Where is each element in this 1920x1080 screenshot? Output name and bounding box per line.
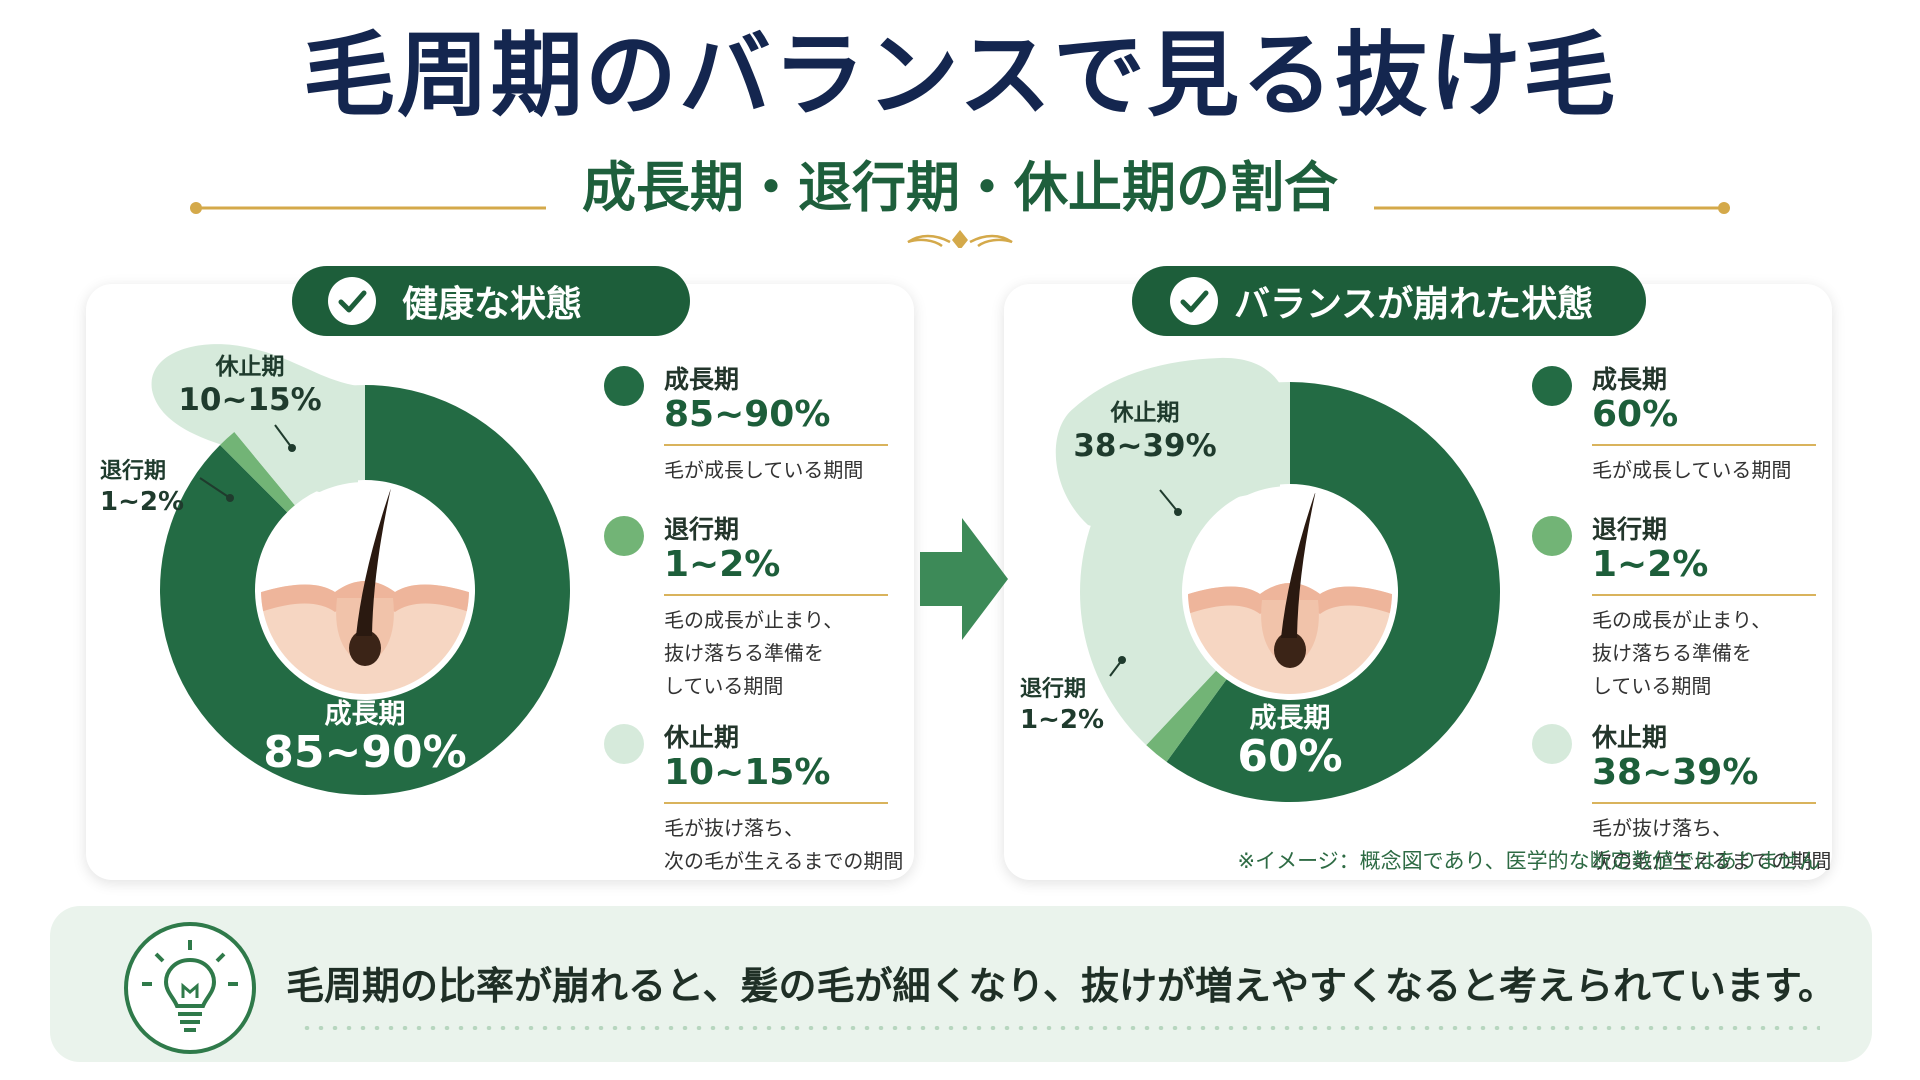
- center-label-value: 85~90%: [263, 727, 466, 778]
- callout-dot-catagen: [1118, 656, 1126, 664]
- bottom-message: 毛周期の比率が崩れると、髪の毛が細くなり、抜けが増えやすくなると考えられています…: [286, 964, 1837, 1008]
- legend-name: 成長期: [1592, 365, 1668, 394]
- legend-value: 60%: [1592, 394, 1679, 435]
- center-label-name: 成長期: [1250, 703, 1331, 734]
- pill-label: 健康な状態: [402, 284, 583, 325]
- legend-imbalanced: 成長期 60% 毛が成長している期間退行期 1~2% 毛の成長が止まり、 抜け落ちる準備…: [1532, 360, 1832, 873]
- legend-swatch: [1532, 366, 1572, 406]
- slice-telogen: [234, 385, 365, 506]
- legend-value: 38~39%: [1592, 752, 1759, 793]
- callout-telogen-value: 38~39%: [1073, 428, 1216, 464]
- callout-leader-telogen: [1159, 489, 1179, 513]
- legend-description: 毛の成長が止まり、 抜け落ちる準備を している期間: [1592, 608, 1772, 698]
- legend-healthy: 成長期 85~90% 毛が成長している期間退行期 1~2% 毛の成長が止まり、 抜け落ち…: [604, 360, 904, 873]
- subtitle-row: 成長期・退行期・休止期の割合: [190, 158, 1730, 248]
- bottom-banner: [50, 906, 1872, 1062]
- hair-follicle-icon: [1184, 486, 1396, 698]
- callout-catagen-name: 退行期: [100, 458, 166, 484]
- legend-name: 退行期: [664, 515, 740, 544]
- legend-value: 1~2%: [664, 544, 781, 585]
- lightbulb-icon: [124, 922, 256, 1054]
- check-icon: [1170, 277, 1218, 325]
- callout-telogen-value: 10~15%: [178, 382, 321, 418]
- page-title: 毛周期のバランスで見る抜け毛: [302, 22, 1618, 129]
- callout-catagen-value: 1~2%: [100, 487, 184, 517]
- slice-growth: [1166, 382, 1500, 802]
- legend-name: 休止期: [664, 723, 740, 752]
- subtitle: 成長期・退行期・休止期の割合: [582, 156, 1338, 219]
- legend-description: 毛の成長が止まり、 抜け落ちる準備を している期間: [664, 608, 844, 698]
- callout-catagen-name: 退行期: [1020, 676, 1086, 702]
- slice-telogen: [1080, 382, 1290, 746]
- legend-divider: [664, 802, 888, 804]
- pill-healthy: 健康な状態: [292, 266, 690, 336]
- legend-swatch: [604, 366, 644, 406]
- legend-name: 休止期: [1592, 723, 1668, 752]
- legend-swatch: [604, 724, 644, 764]
- callout-leader-catagen: [199, 477, 231, 499]
- legend-value: 10~15%: [664, 752, 831, 793]
- legend-description: 毛が成長している期間: [664, 458, 864, 482]
- callout-leader-telogen: [274, 424, 293, 449]
- legend-description: 毛が抜け落ち、 次の毛が生えるまでの期間: [1592, 816, 1832, 873]
- slice-growth: [159, 385, 571, 795]
- center-label-value: 60%: [1237, 731, 1342, 782]
- callout-dot-telogen: [288, 444, 296, 452]
- legend-swatch: [1532, 724, 1572, 764]
- callout-dot-telogen: [1174, 508, 1182, 516]
- slice-catagen: [1146, 670, 1227, 762]
- legend-name: 成長期: [664, 365, 740, 394]
- right-arrow-icon: [920, 518, 1008, 640]
- legend-divider: [664, 594, 888, 596]
- legend-divider: [664, 444, 888, 446]
- callout-telogen-name: 休止期: [215, 354, 285, 380]
- legend-name: 退行期: [1592, 515, 1668, 544]
- legend-value: 1~2%: [1592, 544, 1709, 585]
- callout-dot-catagen: [226, 494, 234, 502]
- callout-catagen-value: 1~2%: [1020, 705, 1104, 735]
- center-label-name: 成長期: [325, 699, 406, 730]
- dotted-divider: [300, 1026, 1820, 1030]
- legend-swatch: [604, 516, 644, 556]
- hair-follicle-icon: [257, 482, 473, 698]
- disclaimer-note: ※イメージ：概念図であり、医学的な断定数値ではありません: [1237, 849, 1821, 873]
- check-icon: [328, 277, 376, 325]
- legend-divider: [1592, 802, 1816, 804]
- pill-imbalanced: バランスが崩れた状態: [1132, 266, 1646, 336]
- callout-telogen-name: 休止期: [1110, 400, 1180, 426]
- legend-divider: [1592, 444, 1816, 446]
- legend-swatch: [1532, 516, 1572, 556]
- legend-value: 85~90%: [664, 394, 831, 435]
- legend-divider: [1592, 594, 1816, 596]
- legend-description: 毛が成長している期間: [1592, 458, 1792, 482]
- legend-description: 毛が抜け落ち、 次の毛が生えるまでの期間: [664, 816, 904, 873]
- ornament-rules: [190, 202, 1730, 248]
- pill-label: バランスが崩れた状態: [1234, 284, 1594, 325]
- slice-catagen: [220, 432, 295, 513]
- flourish-icon: [907, 230, 1013, 248]
